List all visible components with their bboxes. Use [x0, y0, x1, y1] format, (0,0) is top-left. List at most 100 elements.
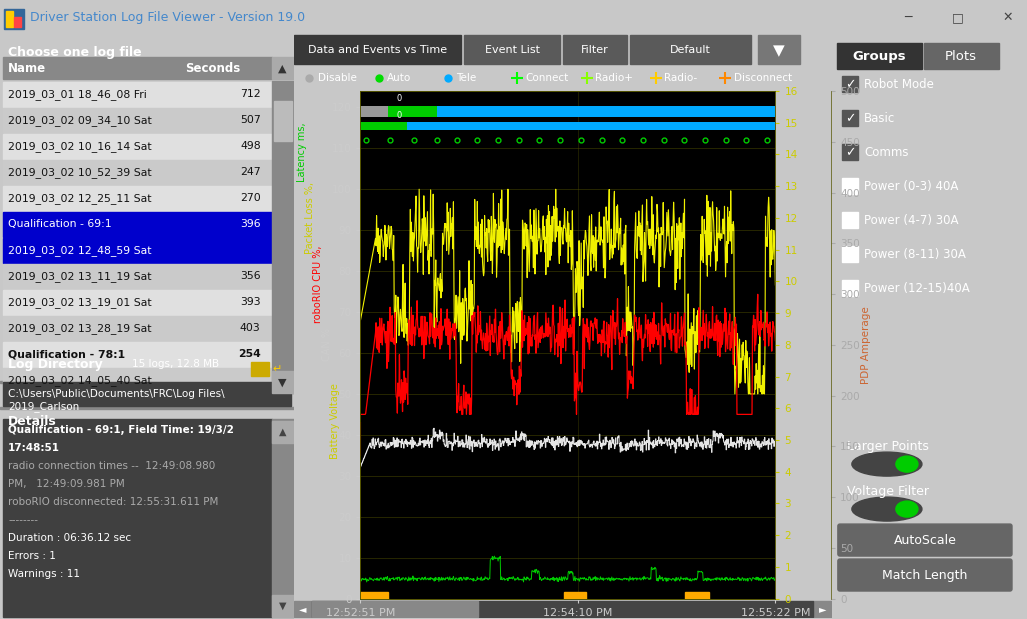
Text: Power (8-11) 30A: Power (8-11) 30A [864, 248, 965, 261]
Text: 2019_03_02 13_19_01 Sat: 2019_03_02 13_19_01 Sat [8, 297, 152, 308]
Bar [3, 290, 272, 315]
Text: ◄: ◄ [299, 604, 307, 614]
Bar [6, 11, 13, 27]
Bar [758, 35, 800, 64]
Text: 0: 0 [396, 94, 402, 103]
Bar [272, 595, 294, 617]
Bar [294, 35, 461, 64]
Text: ▼: ▼ [278, 377, 287, 387]
Bar [388, 106, 438, 116]
Text: 0: 0 [396, 111, 402, 119]
Bar [3, 342, 272, 367]
Text: ↵: ↵ [273, 364, 282, 374]
Bar [3, 316, 272, 341]
Text: Power (12-15)40A: Power (12-15)40A [864, 282, 969, 295]
Text: Connect: Connect [526, 73, 569, 83]
Bar [3, 238, 272, 263]
Ellipse shape [851, 452, 922, 476]
Bar [3, 212, 272, 237]
Ellipse shape [896, 456, 918, 472]
Bar [464, 35, 560, 64]
Bar [842, 212, 858, 228]
Text: Voltage Filter: Voltage Filter [847, 485, 928, 498]
Text: 2019_03_02 14_05_40 Sat: 2019_03_02 14_05_40 Sat [8, 374, 152, 386]
Text: 712: 712 [240, 89, 261, 100]
Bar [3, 108, 272, 133]
Text: 270: 270 [240, 193, 261, 203]
Text: Data and Events vs Time: Data and Events vs Time [308, 45, 447, 55]
Text: 396: 396 [240, 219, 261, 229]
Bar [0, 381, 294, 383]
Bar [272, 419, 294, 617]
Text: Battery Voltage: Battery Voltage [330, 383, 340, 459]
Text: Disconnect: Disconnect [733, 73, 792, 83]
Bar [3, 382, 291, 406]
Bar [272, 421, 294, 443]
Text: Radio+: Radio+ [595, 73, 633, 83]
Text: AutoScale: AutoScale [893, 534, 956, 547]
Text: 2019_Carlson: 2019_Carlson [8, 401, 79, 412]
Text: 403: 403 [240, 323, 261, 333]
Bar [273, 102, 292, 141]
Text: Power (4-7) 30A: Power (4-7) 30A [864, 214, 958, 227]
Text: ✓: ✓ [844, 78, 855, 91]
Bar [685, 592, 710, 599]
Bar [842, 280, 858, 297]
Text: PM,   12:49:09.981 PM: PM, 12:49:09.981 PM [8, 479, 124, 489]
Text: ▲: ▲ [279, 427, 287, 437]
Ellipse shape [896, 501, 918, 517]
Bar [924, 43, 999, 69]
Text: Groups: Groups [852, 50, 906, 63]
Bar [563, 35, 626, 64]
Text: 15 logs, 12.8 MB: 15 logs, 12.8 MB [131, 359, 219, 369]
Bar [360, 106, 388, 116]
Text: Choose one log file: Choose one log file [8, 46, 142, 59]
Text: ►: ► [819, 604, 827, 614]
Text: Qualification - 78:1: Qualification - 78:1 [8, 349, 125, 359]
Bar [360, 592, 388, 599]
Bar [272, 81, 294, 393]
Bar [272, 58, 294, 79]
Text: Qualification - 69:1: Qualification - 69:1 [8, 219, 112, 229]
Text: Plots: Plots [945, 50, 977, 63]
Bar [251, 362, 269, 376]
Text: radio connection times --  12:49:08.980: radio connection times -- 12:49:08.980 [8, 461, 216, 471]
Bar [3, 134, 272, 159]
Text: 2019_03_02 12_25_11 Sat: 2019_03_02 12_25_11 Sat [8, 193, 152, 204]
Text: Errors : 1: Errors : 1 [8, 551, 55, 561]
Bar [0, 407, 294, 409]
Text: ✓: ✓ [844, 112, 855, 125]
Text: Qualification - 69:1, Field Time: 19/3/2: Qualification - 69:1, Field Time: 19/3/2 [8, 425, 234, 435]
Text: CAN %: CAN % [321, 328, 332, 361]
Text: Match Length: Match Length [882, 568, 967, 581]
Bar [3, 58, 272, 79]
Bar [14, 17, 21, 27]
Text: 2019_03_01 18_46_08 Fri: 2019_03_01 18_46_08 Fri [8, 89, 147, 100]
Ellipse shape [851, 497, 922, 521]
Text: Packet Loss %,: Packet Loss %, [305, 182, 315, 254]
Bar [842, 144, 858, 160]
Bar [3, 368, 272, 393]
Text: Tele: Tele [456, 73, 477, 83]
FancyBboxPatch shape [838, 524, 1012, 556]
Text: □: □ [952, 11, 964, 24]
Text: 2019_03_02 13_11_19 Sat: 2019_03_02 13_11_19 Sat [8, 271, 152, 282]
Text: 2019_03_02 13_28_19 Sat: 2019_03_02 13_28_19 Sat [8, 322, 152, 334]
Text: ─: ─ [904, 11, 912, 24]
Text: Filter: Filter [581, 45, 609, 55]
Bar [813, 601, 832, 617]
Bar [842, 110, 858, 126]
Text: ✓: ✓ [844, 146, 855, 159]
Bar [842, 246, 858, 262]
Text: Duration : 06:36.12 sec: Duration : 06:36.12 sec [8, 533, 131, 543]
Bar [3, 160, 272, 185]
Bar [564, 592, 585, 599]
Bar [630, 35, 751, 64]
Text: Power (0-3) 40A: Power (0-3) 40A [864, 180, 958, 193]
Text: 247: 247 [240, 167, 261, 177]
Text: 2019_03_02 10_16_14 Sat: 2019_03_02 10_16_14 Sat [8, 141, 152, 152]
Text: Event List: Event List [485, 45, 539, 55]
Text: ▼: ▼ [279, 601, 287, 611]
Bar [842, 178, 858, 194]
Text: Warnings : 11: Warnings : 11 [8, 569, 80, 579]
